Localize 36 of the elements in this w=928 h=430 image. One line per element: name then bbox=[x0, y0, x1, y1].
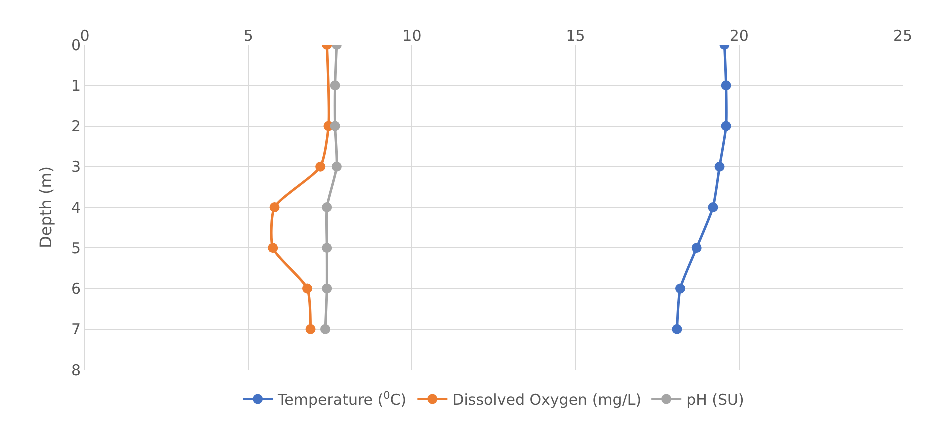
point bbox=[721, 80, 732, 91]
point bbox=[270, 202, 280, 212]
x-tick-label: 10 bbox=[402, 27, 422, 45]
point bbox=[721, 121, 732, 132]
point bbox=[708, 202, 718, 212]
point bbox=[320, 324, 330, 334]
y-tick-label: 5 bbox=[71, 239, 81, 258]
y-axis-title: Depth (m) bbox=[36, 166, 56, 248]
legend-label: pH (SU) bbox=[686, 391, 744, 410]
point bbox=[322, 202, 332, 212]
x-tick-label: 5 bbox=[244, 27, 254, 45]
point bbox=[692, 243, 702, 254]
point bbox=[316, 162, 326, 172]
point bbox=[672, 324, 682, 334]
y-tick-label: 4 bbox=[71, 198, 81, 217]
y-tick-label: 1 bbox=[71, 76, 81, 95]
legend-label: Temperature ($^{0}$C) bbox=[277, 390, 407, 410]
point bbox=[714, 162, 725, 172]
x-tick-label: 25 bbox=[893, 27, 913, 45]
point bbox=[330, 121, 340, 132]
point bbox=[268, 243, 278, 254]
point bbox=[306, 324, 316, 334]
point bbox=[302, 284, 312, 294]
point bbox=[322, 243, 332, 254]
y-tick-label: 6 bbox=[71, 280, 81, 298]
point bbox=[322, 284, 332, 294]
y-tick-label: 8 bbox=[71, 361, 81, 380]
y-tick-label: 7 bbox=[71, 320, 81, 339]
x-tick-label: 20 bbox=[730, 27, 749, 45]
x-tick-label: 15 bbox=[566, 27, 586, 45]
point bbox=[330, 80, 340, 91]
y-tick-label: 3 bbox=[71, 158, 81, 176]
y-tick-label: 2 bbox=[71, 118, 81, 136]
legend-label: Dissolved Oxygen (mg/L) bbox=[452, 391, 642, 410]
point bbox=[332, 162, 342, 172]
point bbox=[676, 284, 686, 294]
